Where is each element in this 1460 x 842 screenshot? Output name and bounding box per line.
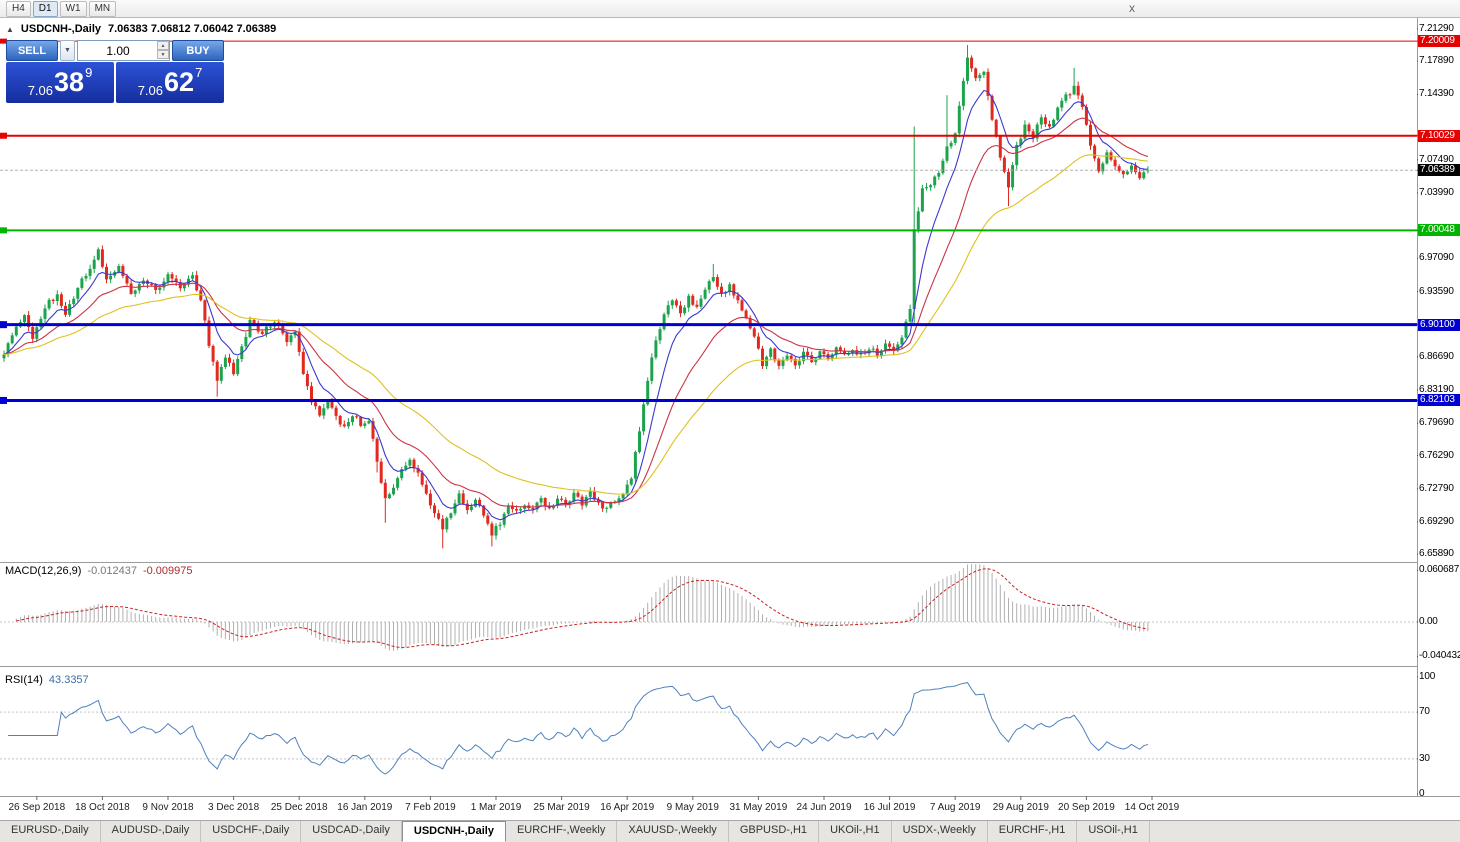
sell-price-pip-digit: 9 [85,65,93,80]
time-axis-label: 25 Dec 2018 [270,802,328,813]
time-axis-label: 25 Mar 2019 [533,802,590,813]
current-price-label: 7.06389 [1418,164,1460,177]
chart-tab-bar: EURUSD-,Daily AUDUSD-,Daily USDCHF-,Daily U… [0,820,1460,842]
time-axis-label: 29 Aug 2019 [992,802,1049,813]
volume-field-wrap: ▲ ▼ [77,40,170,61]
price-axis-label: 7.03990 [1419,186,1454,198]
time-axis-label: 31 May 2019 [729,802,788,813]
price-axis-label: 6.79690 [1419,417,1454,429]
rsi-name: RSI(14) [5,674,43,686]
price-axis[interactable]: 7.21290 7.20009 7.17890 7.14390 7.10029 7.074… [1418,18,1460,799]
macd-signal-value: -0.009975 [142,565,193,577]
bottom-tab-usdchf-daily[interactable]: USDCHF-,Daily [201,821,302,842]
price-axis-label: 6.76290 [1419,449,1454,461]
rsi-axis-label: 30 [1419,752,1430,764]
macd-axis-label: 0.060687 [1419,564,1460,576]
buy-price-prefix: 7.06 [137,83,164,98]
toolbar-close-icon[interactable]: x [1129,1,1135,15]
price-axis-label: 6.83190 [1419,384,1454,396]
timeframe-button-mn[interactable]: MN [88,1,117,17]
price-axis-label: 7.07490 [1419,153,1454,165]
rsi-axis-label: 0 [1419,788,1425,799]
price-axis-label: 7.20009 [1418,35,1460,48]
price-axis-label: 7.14390 [1419,88,1454,100]
symbol-info: ▲ USDCNH-,Daily 7.06383 7.06812 7.06042 … [6,23,276,35]
rsi-axis-label: 100 [1419,671,1436,682]
price-axis-label: 6.69290 [1419,515,1454,527]
sell-button[interactable]: SELL [6,40,58,61]
buy-button[interactable]: BUY [172,40,224,61]
time-axis-label: 9 May 2019 [666,802,719,813]
volume-spinner-down-icon[interactable]: ▼ [157,50,169,59]
bottom-tab-usdcad-daily[interactable]: USDCAD-,Daily [301,821,402,842]
rsi-value: 43.3357 [48,674,89,686]
bottom-tab-eurchf-weekly[interactable]: EURCHF-,Weekly [506,821,618,842]
bottom-tab-audusd-daily[interactable]: AUDUSD-,Daily [101,821,202,842]
collapse-arrow-icon[interactable]: ▲ [6,24,14,34]
macd-axis-label: 0.00 [1419,616,1438,627]
price-axis-label: 6.86690 [1419,350,1454,362]
rsi-indicator-label: RSI(14) 43.3357 [5,674,89,686]
time-axis-label: 3 Dec 2018 [208,802,260,813]
one-click-trading-panel: SELL ▼ ▲ ▼ BUY 7.06 38 9 7.06 62 7 [6,40,224,103]
macd-indicator-label: MACD(12,26,9) -0.012437 -0.009975 [5,565,193,577]
macd-value: -0.012437 [87,565,137,577]
sell-price-display[interactable]: 7.06 38 9 [6,62,114,103]
macd-name: MACD(12,26,9) [5,565,82,577]
bottom-tab-ukoil-h1[interactable]: UKOil-,H1 [819,821,892,842]
price-axis-label: 6.97090 [1419,252,1454,264]
buy-price-big-digits: 62 [164,67,195,97]
bottom-tab-usoil-h1[interactable]: USOil-,H1 [1077,821,1150,842]
bottom-tab-gbpusd-h1[interactable]: GBPUSD-,H1 [729,821,820,842]
bottom-tab-xauusd-weekly[interactable]: XAUUSD-,Weekly [617,821,729,842]
price-axis-label: 7.21290 [1419,22,1454,34]
symbol-title: USDCNH-,Daily [20,23,101,35]
timeframe-button-w1[interactable]: W1 [59,1,87,17]
price-chart-canvas[interactable] [0,18,1460,820]
buy-price-display[interactable]: 7.06 62 7 [116,62,224,103]
price-axis-label: 7.00048 [1418,224,1460,237]
rsi-axis-label: 70 [1419,706,1430,718]
price-axis-label: 7.10029 [1418,129,1460,142]
time-axis-label: 16 Jan 2019 [337,802,393,813]
one-click-price-row: 7.06 38 9 7.06 62 7 [6,62,224,103]
price-axis-label: 7.17890 [1419,55,1454,67]
time-axis-label: 14 Oct 2019 [1124,802,1180,813]
volume-spinner-up-icon[interactable]: ▲ [157,41,169,50]
bottom-tab-usdcnh-daily[interactable]: USDCNH-,Daily [401,821,506,842]
time-axis-label: 20 Sep 2019 [1058,802,1115,813]
time-axis-label: 16 Apr 2019 [600,802,655,813]
time-axis-label: 7 Aug 2019 [929,802,981,813]
one-click-order-row: SELL ▼ ▲ ▼ BUY [6,40,224,61]
bottom-tab-eurchf-h1[interactable]: EURCHF-,H1 [988,821,1078,842]
time-axis[interactable]: 26 Sep 2018 18 Oct 2018 9 Nov 2018 3 Dec 20… [0,798,1417,820]
timeframe-button-d1[interactable]: D1 [32,1,58,17]
time-axis-label: 26 Sep 2018 [8,802,66,813]
buy-price-pip-digit: 7 [195,65,203,80]
price-axis-label: 6.90100 [1418,318,1460,331]
time-axis-label: 7 Feb 2019 [405,802,456,813]
symbol-ohlc: 7.06383 7.06812 7.06042 7.06389 [108,23,277,35]
timeframe-buttons: H4 D1 W1 MN [6,1,117,17]
bottom-tab-eurusd-daily[interactable]: EURUSD-,Daily [0,821,101,842]
volume-input[interactable] [77,40,170,61]
sell-price-prefix: 7.06 [27,83,54,98]
price-axis-label: 6.72790 [1419,482,1454,494]
bottom-tab-usdx-weekly[interactable]: USDX-,Weekly [892,821,988,842]
time-axis-label: 9 Nov 2018 [142,802,194,813]
price-axis-label: 6.65890 [1419,548,1454,560]
price-axis-label: 6.93590 [1419,285,1454,297]
sell-price-big-digits: 38 [54,67,85,97]
time-axis-label: 18 Oct 2018 [75,802,130,813]
price-axis-label: 6.82103 [1418,394,1460,407]
time-axis-label: 16 Jul 2019 [863,802,916,813]
chart-area: ▲ USDCNH-,Daily 7.06383 7.06812 7.06042 … [0,18,1460,820]
time-axis-label: 1 Mar 2019 [470,802,522,813]
timeframe-button-h4[interactable]: H4 [6,1,31,17]
macd-axis-label: -0.040432 [1419,650,1460,662]
time-axis-label: 24 Jun 2019 [796,802,852,813]
top-toolbar: H4 D1 W1 MN x [0,0,1460,18]
order-type-dropdown[interactable]: ▼ [60,40,75,61]
